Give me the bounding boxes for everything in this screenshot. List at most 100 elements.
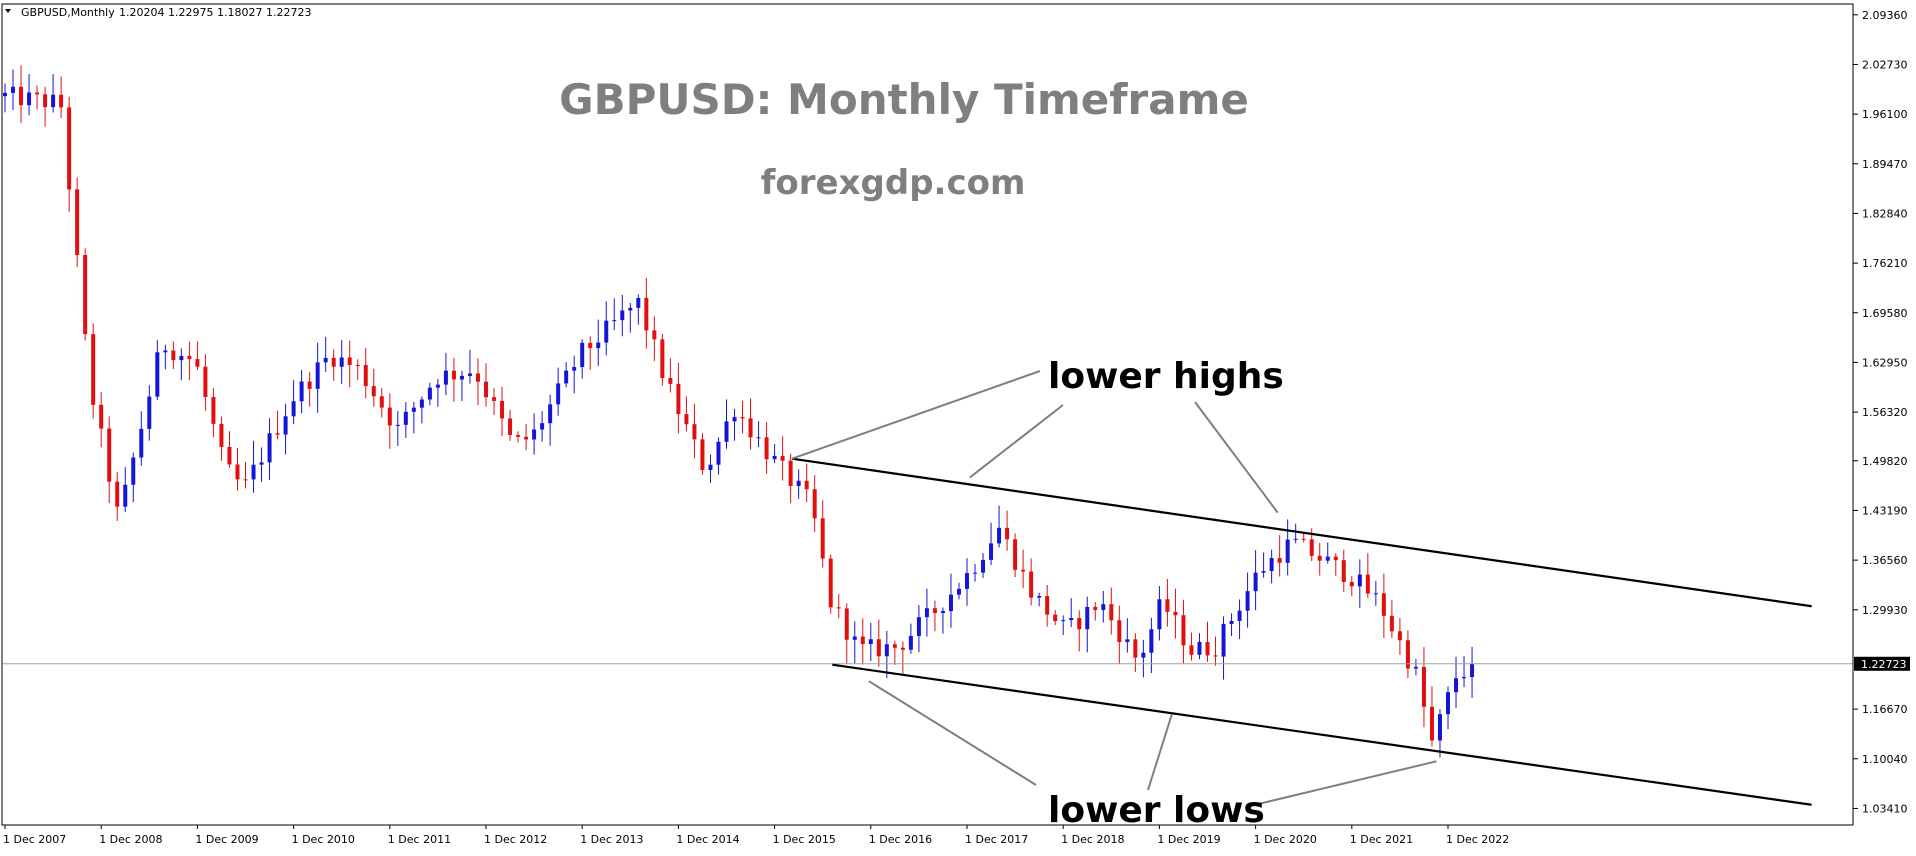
candle [860,618,865,665]
candle-body [924,608,929,618]
candle [83,248,88,341]
candle [1470,646,1475,698]
candle-body [1061,620,1066,622]
candle-body [916,617,921,636]
candle-body [291,401,296,417]
candle [251,440,256,493]
candle [1237,599,1242,640]
x-tick-label: 1 Dec 2019 [1157,833,1220,846]
candle [195,341,200,371]
candle [628,303,633,333]
candle [67,96,72,212]
candle-body [171,350,176,361]
candle-body [355,364,360,366]
x-tick-label: 1 Dec 2016 [869,833,932,846]
candle [780,436,785,481]
lower-trendline[interactable] [832,663,1812,806]
candle-body [556,383,561,405]
candle [1077,610,1082,652]
candle [796,469,801,499]
plot-frame [1,3,1854,826]
candle-body [1277,558,1282,563]
candle-body [259,462,264,465]
candle-body [419,399,424,408]
candle [500,386,505,437]
candle [1462,656,1467,688]
candle [235,447,240,491]
candle [997,505,1002,548]
candle-body [965,573,969,589]
candle [652,316,657,361]
candle [892,640,897,665]
candle-body [187,355,192,360]
candle-body [1437,714,1442,741]
candle-body [1285,539,1290,563]
candle-body [1261,571,1266,573]
candle [1446,686,1450,730]
candle [956,582,961,600]
candle-body [892,644,897,648]
candle-body [1221,623,1226,657]
candle [1381,573,1386,638]
candle [1389,600,1394,639]
candle [484,363,488,407]
candle-body [652,330,657,340]
candle-body [51,94,56,108]
candle [1437,708,1442,758]
candle-body [403,411,408,425]
time-axis[interactable]: 1 Dec 2007 1 Dec 2008 1 Dec 2009 1 Dec 2010… [3,825,1509,846]
candle-body [1405,640,1410,669]
candle-body [836,607,841,609]
candle [1213,636,1218,666]
candle [748,398,753,450]
candle [1277,534,1282,577]
candle-body [484,381,488,398]
annotations-layer: lower highs lower lows [791,356,1437,831]
candle-body [1373,593,1378,595]
candle-body [299,381,304,402]
candle [291,380,296,425]
candle-body [235,464,240,480]
candle [1133,633,1138,673]
candle-body [828,558,833,608]
candle [187,341,192,380]
candle-body [1341,560,1346,582]
candle [772,444,777,464]
candle-body [852,636,857,640]
triangle-down-icon[interactable] [5,9,11,13]
candle-body [203,366,208,398]
price-axis[interactable]: 2.09360 2.02730 1.96100 1.89470 1.82840 1.762… [1853,9,1910,816]
candle-body [59,94,64,108]
candle [1157,586,1162,641]
y-tick-label: 2.09360 [1862,9,1908,22]
candle [1397,617,1402,655]
candle-body [748,418,753,438]
x-tick-label: 1 Dec 2012 [484,833,547,846]
candle-body [1101,604,1106,610]
candle [1317,543,1322,576]
candle [91,323,96,419]
candle [139,411,144,466]
x-tick-label: 1 Dec 2007 [3,833,66,846]
y-tick-label: 1.89470 [1862,158,1908,171]
candle-body [932,608,937,614]
candle [1037,592,1042,607]
candle-body [804,480,809,490]
candle-body [812,489,817,519]
chart-title: GBPUSD: Monthly Timeframe [559,75,1249,124]
candle [1454,656,1459,709]
candle-body [1093,606,1098,610]
candle-body [1421,666,1426,707]
candle-body [628,307,633,311]
candle-body [604,320,609,343]
candle [1005,510,1010,551]
candle-body [1133,639,1138,658]
upper-trendline[interactable] [791,457,1812,608]
candle [508,409,513,441]
candle-body [500,400,505,419]
candle-body [1301,538,1306,540]
x-tick-label: 1 Dec 2013 [580,833,643,846]
candle [1165,579,1170,627]
symbol-label: GBPUSD,Monthly [21,6,115,19]
candle [1229,613,1234,636]
